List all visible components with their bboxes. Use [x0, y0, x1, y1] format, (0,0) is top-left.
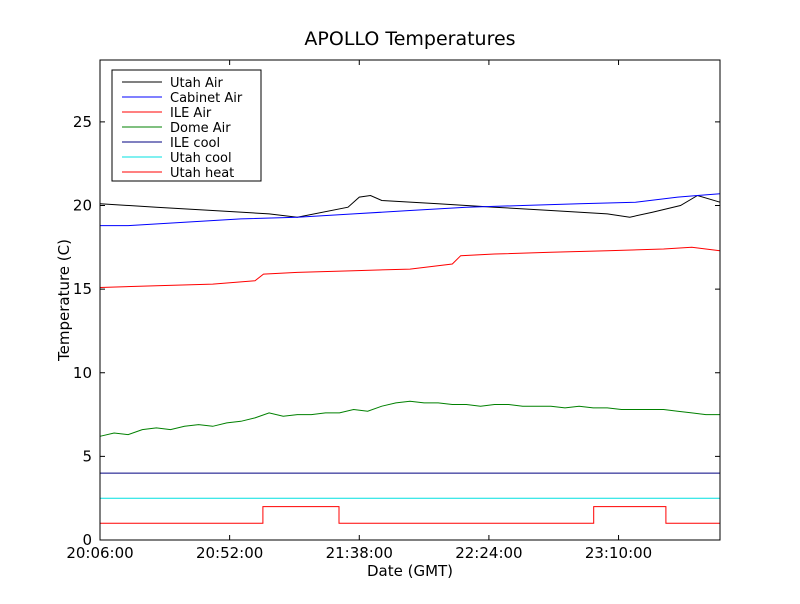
series-line-utah-heat: [100, 506, 720, 524]
x-tick-label: 22:24:00: [455, 544, 522, 562]
y-tick-label: 5: [82, 447, 92, 465]
series-line-dome-air: [99, 400, 720, 437]
y-tick-label: 0: [82, 531, 92, 549]
y-axis-label: Temperature (C): [55, 239, 73, 362]
series-line-cabinet-air: [100, 193, 721, 227]
legend-label: Utah Air: [170, 76, 223, 91]
y-tick-label: 10: [73, 364, 92, 382]
legend-label: Utah cool: [170, 151, 232, 166]
plot-area: [99, 193, 721, 524]
x-tick-label: 23:10:00: [585, 544, 652, 562]
axes: 20:06:00 20:52:00 21:38:00 22:24:00 23:10:00…: [66, 59, 721, 562]
series-line-ile-air: [99, 246, 721, 288]
legend-label: Dome Air: [170, 121, 231, 136]
x-axis-label: Date (GMT): [367, 562, 453, 580]
y-tick-label: 15: [73, 280, 92, 298]
legend-label: ILE cool: [170, 136, 220, 151]
chart-title: APOLLO Temperatures: [304, 28, 515, 50]
legend-label: ILE Air: [170, 106, 212, 121]
x-tick-label: 20:52:00: [196, 544, 263, 562]
plot-frame: [99, 59, 721, 541]
series-line-utah-air: [99, 194, 721, 218]
legend-label: Utah heat: [170, 166, 234, 181]
legend-box: [111, 69, 262, 182]
x-tick-label: 20:06:00: [66, 544, 133, 562]
legend-label: Cabinet Air: [170, 91, 243, 106]
x-tick-label: 21:38:00: [326, 544, 393, 562]
y-tick-label: 20: [73, 197, 92, 215]
y-tick-label: 25: [73, 113, 92, 131]
